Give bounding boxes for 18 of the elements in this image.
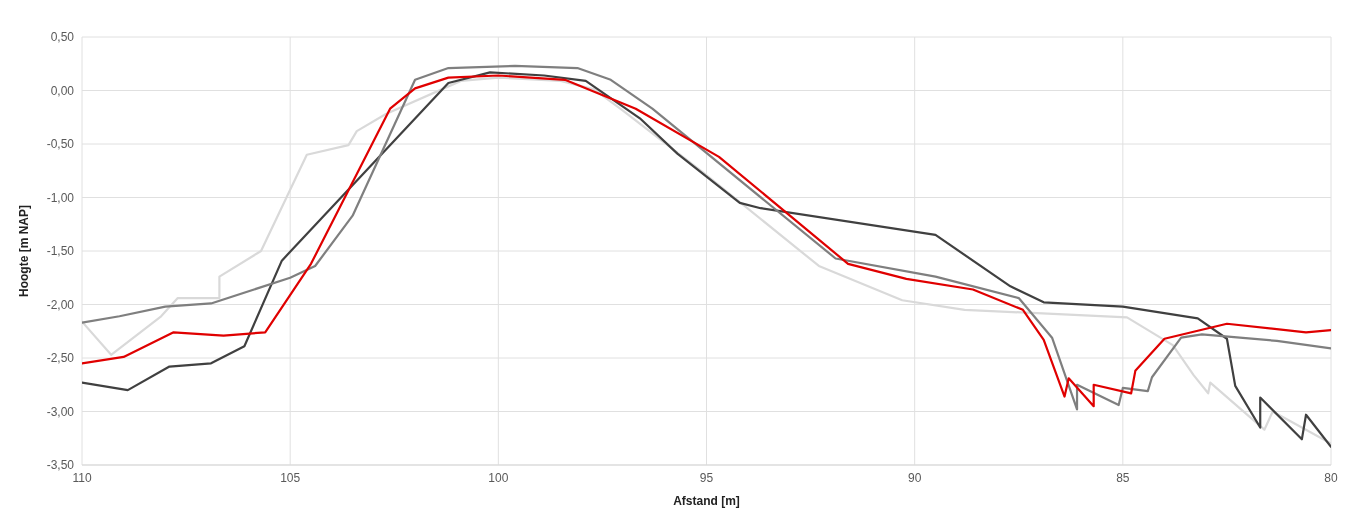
x-axis-title: Afstand [m] (673, 494, 740, 508)
x-tick-label: 95 (699, 470, 714, 485)
y-tick-label: -2,00 (46, 297, 75, 312)
x-tick-label: 90 (907, 470, 922, 485)
x-tick-label: 105 (280, 470, 301, 485)
x-tick-label: 110 (72, 470, 92, 485)
x-tick-label: 80 (1324, 470, 1338, 485)
y-tick-label: -1,00 (46, 190, 75, 205)
y-tick-label: -0,50 (46, 137, 75, 152)
y-tick-label: -2,50 (46, 351, 75, 366)
y-axis-title: Hoogte [m NAP] (17, 205, 32, 297)
x-tick-label: 85 (1116, 470, 1130, 485)
y-tick-label: -3,00 (46, 404, 75, 419)
y-tick-label: 0,50 (50, 30, 75, 45)
y-tick-label: 0,00 (50, 83, 75, 98)
x-tick-label: 100 (488, 470, 509, 485)
y-tick-label: -1,50 (46, 244, 75, 259)
y-tick-label: -3,50 (46, 458, 75, 473)
